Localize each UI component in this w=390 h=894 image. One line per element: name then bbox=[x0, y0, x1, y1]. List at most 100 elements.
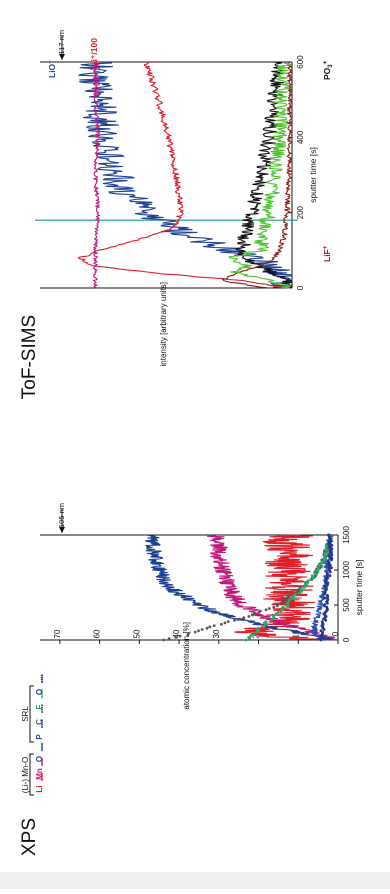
legend-swatch bbox=[41, 681, 43, 683]
legend-bracket bbox=[29, 685, 34, 743]
legend-swatch bbox=[41, 721, 43, 724]
data-point bbox=[319, 629, 323, 633]
xps-legend: Li Mn O P C F O (Li-) Mn-O SRL bbox=[21, 674, 44, 796]
data-point bbox=[276, 611, 280, 614]
legend-label: P bbox=[35, 734, 44, 740]
data-point bbox=[313, 571, 316, 575]
data-point bbox=[205, 626, 209, 630]
legend-swatch bbox=[41, 689, 43, 692]
legend-label: F bbox=[35, 704, 44, 709]
data-point bbox=[226, 620, 230, 623]
series-line bbox=[78, 61, 293, 289]
legend-label: O bbox=[35, 756, 44, 762]
data-point bbox=[281, 605, 285, 609]
x-axis-label: sputter time [s] bbox=[354, 560, 364, 616]
data-point bbox=[263, 624, 266, 627]
series-green bbox=[228, 61, 292, 289]
data-point bbox=[325, 575, 329, 579]
x-tick-label: 400 bbox=[296, 130, 305, 144]
data-point bbox=[250, 632, 254, 635]
data-point bbox=[328, 567, 331, 571]
series-line bbox=[145, 534, 334, 641]
x-tick-label: 200 bbox=[296, 205, 305, 219]
series-label-text: MnO⁺/10 bbox=[92, 61, 102, 96]
data-point bbox=[326, 533, 330, 537]
series-li bbox=[234, 534, 337, 641]
legend-swatch bbox=[41, 706, 43, 709]
data-point bbox=[233, 618, 236, 622]
x-tick-label: 0 bbox=[342, 637, 351, 642]
data-point bbox=[244, 638, 248, 642]
annotation-arrow-head bbox=[59, 54, 65, 60]
legend-swatch bbox=[41, 674, 43, 677]
data-point bbox=[328, 545, 331, 549]
data-point bbox=[302, 586, 306, 589]
data-point bbox=[287, 595, 290, 599]
data-point bbox=[326, 559, 330, 563]
series-label: 6Li⁺/100 bbox=[89, 38, 99, 70]
panel-title-tof: ToF-SIMS bbox=[19, 315, 40, 399]
data-point bbox=[294, 592, 297, 596]
data-point bbox=[299, 587, 303, 591]
x-tick-label: 1000 bbox=[342, 561, 351, 579]
data-point bbox=[316, 566, 320, 570]
legend-swatch bbox=[41, 691, 43, 694]
data-point bbox=[208, 625, 212, 629]
data-point bbox=[249, 634, 252, 638]
data-point bbox=[324, 546, 328, 550]
data-point bbox=[321, 559, 325, 563]
legend-swatch bbox=[41, 704, 43, 707]
y-tick-label: 70 bbox=[53, 629, 62, 638]
page-edge-strip bbox=[0, 872, 390, 889]
isotope-prefix: 6 bbox=[90, 66, 96, 70]
panel-tof-sims: 0 200 400 600 sputter time [s] intensity [arb… bbox=[35, 30, 318, 366]
data-point bbox=[200, 628, 204, 631]
legend-swatch bbox=[41, 708, 43, 711]
data-point bbox=[306, 579, 310, 583]
panel-title-xps: XPS bbox=[19, 818, 40, 856]
data-point bbox=[326, 594, 329, 597]
legend-label: C bbox=[35, 719, 44, 725]
series-lio- bbox=[78, 61, 293, 289]
series-line bbox=[235, 61, 293, 289]
series-line bbox=[221, 61, 293, 289]
series-label-text: PO bbox=[322, 67, 332, 80]
y-tick-label: 40 bbox=[172, 629, 181, 638]
legend-group-label: SRL bbox=[21, 706, 30, 722]
data-point bbox=[326, 597, 330, 601]
legend-bracket bbox=[29, 753, 34, 796]
y-axis-label: atomic concentration [%] bbox=[182, 622, 191, 710]
data-point bbox=[253, 612, 256, 616]
series-label: PO3+ bbox=[322, 60, 334, 80]
data-point bbox=[324, 552, 327, 555]
legend-swatch bbox=[41, 696, 43, 698]
series-6li-100 bbox=[77, 61, 290, 289]
data-point bbox=[275, 603, 279, 606]
series-line bbox=[92, 61, 101, 289]
superscript: + bbox=[323, 245, 329, 249]
series-label: MnO⁺/10 bbox=[92, 61, 102, 96]
series-o bbox=[145, 534, 334, 641]
data-point bbox=[167, 637, 171, 641]
superscript: + bbox=[323, 60, 329, 64]
data-point bbox=[258, 609, 262, 613]
superscript: + bbox=[48, 60, 54, 64]
series-po3- bbox=[235, 61, 293, 289]
data-point bbox=[264, 608, 268, 612]
data-point bbox=[162, 638, 166, 642]
legend-swatch bbox=[41, 726, 43, 728]
data-point bbox=[304, 580, 307, 584]
data-point bbox=[323, 603, 326, 606]
panel-titles: XPS ToF-SIMS bbox=[19, 315, 40, 856]
annotation-label: 105 nm bbox=[57, 503, 66, 528]
series-line bbox=[234, 534, 337, 641]
data-point bbox=[212, 624, 216, 627]
y-axis-label: intensity [arbitrary units] bbox=[159, 282, 168, 366]
series-lif- bbox=[221, 61, 293, 289]
data-point bbox=[328, 574, 332, 578]
series-mno-10 bbox=[92, 61, 101, 289]
legend-label: O bbox=[35, 689, 44, 695]
